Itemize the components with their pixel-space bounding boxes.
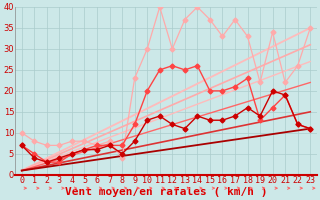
X-axis label: Vent moyen/en rafales ( km/h ): Vent moyen/en rafales ( km/h ) [65, 187, 267, 197]
